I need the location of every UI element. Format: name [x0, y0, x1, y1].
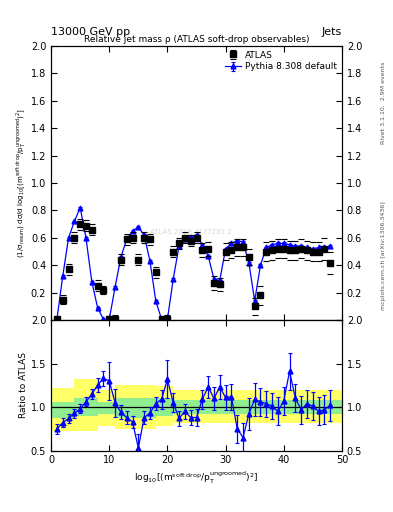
Y-axis label: Ratio to ATLAS: Ratio to ATLAS [19, 352, 28, 418]
Text: Jets: Jets [321, 27, 342, 37]
X-axis label: log$_{10}$[(m$^\mathrm{soft\ drop}$/p$_\mathrm{T}^\mathrm{ungroomed}$)$^2$]: log$_{10}$[(m$^\mathrm{soft\ drop}$/p$_\… [134, 470, 259, 486]
Legend: ATLAS, Pythia 8.308 default: ATLAS, Pythia 8.308 default [225, 51, 338, 71]
Text: 13000 GeV pp: 13000 GeV pp [51, 27, 130, 37]
Text: Rivet 3.1.10,  2.9M events: Rivet 3.1.10, 2.9M events [381, 61, 386, 143]
Text: ATLAS 2019  I177281 2: ATLAS 2019 I177281 2 [150, 229, 231, 236]
Y-axis label: (1/σ$_\mathrm{resum}$) dσ/d log$_{10}$[(m$^\mathrm{soft\ drop}$/p$_\mathrm{T}^\m: (1/σ$_\mathrm{resum}$) dσ/d log$_{10}$[(… [15, 108, 28, 258]
Title: Relative jet mass ρ (ATLAS soft-drop observables): Relative jet mass ρ (ATLAS soft-drop obs… [84, 35, 309, 44]
Text: mcplots.cern.ch [arXiv:1306.3436]: mcplots.cern.ch [arXiv:1306.3436] [381, 202, 386, 310]
